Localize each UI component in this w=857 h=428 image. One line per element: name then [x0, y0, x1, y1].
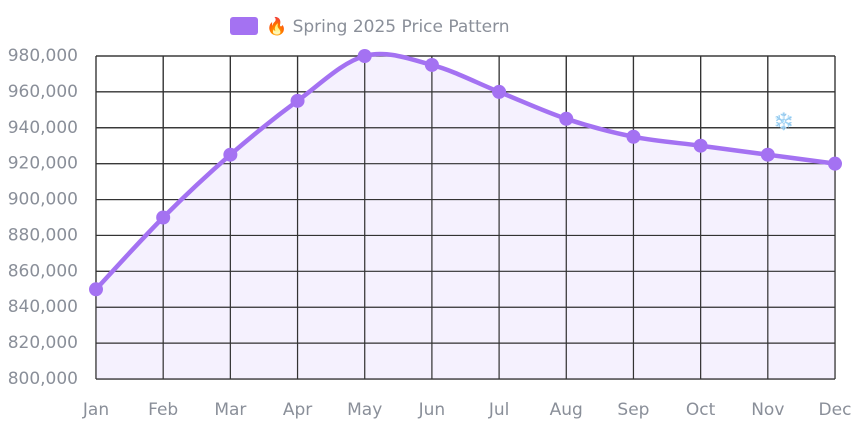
y-tick-label: 920,000 [8, 154, 78, 174]
x-tick-label: Jan [82, 400, 109, 420]
y-tick-label: 860,000 [8, 261, 78, 281]
x-tick-label: Dec [819, 400, 852, 420]
x-tick-label: May [347, 400, 382, 420]
y-tick-label: 820,000 [8, 333, 78, 353]
legend-swatch [230, 17, 258, 35]
legend-label: 🔥 Spring 2025 Price Pattern [266, 16, 510, 37]
point [626, 129, 641, 144]
y-tick-label: 980,000 [8, 46, 78, 66]
x-tick-label: Feb [148, 400, 178, 420]
x-tick-label: Apr [283, 400, 312, 420]
y-tick-label: 840,000 [8, 297, 78, 317]
x-tick-label: Mar [214, 400, 246, 420]
y-tick-label: 960,000 [8, 82, 78, 102]
point [223, 147, 238, 162]
point [424, 57, 439, 72]
point [89, 282, 103, 297]
point [156, 210, 171, 225]
point [357, 49, 372, 63]
area [96, 54, 835, 380]
point [760, 147, 775, 162]
point [290, 93, 305, 108]
x-tick-label: Jul [488, 400, 510, 420]
y-tick-label: 940,000 [8, 118, 78, 138]
y-tick-label: 880,000 [8, 225, 78, 245]
point [693, 138, 708, 153]
x-tick-label: Nov [751, 400, 784, 420]
annotation: ❄️ [773, 111, 794, 132]
point [828, 156, 842, 171]
x-tick-label: Jun [418, 400, 446, 420]
y-tick-label: 900,000 [8, 190, 78, 210]
y-tick-label: 800,000 [8, 369, 78, 389]
x-tick-label: Sep [617, 400, 649, 420]
point [492, 84, 507, 99]
x-tick-label: Oct [686, 400, 716, 420]
point [559, 111, 574, 126]
x-tick-label: Aug [550, 400, 583, 420]
